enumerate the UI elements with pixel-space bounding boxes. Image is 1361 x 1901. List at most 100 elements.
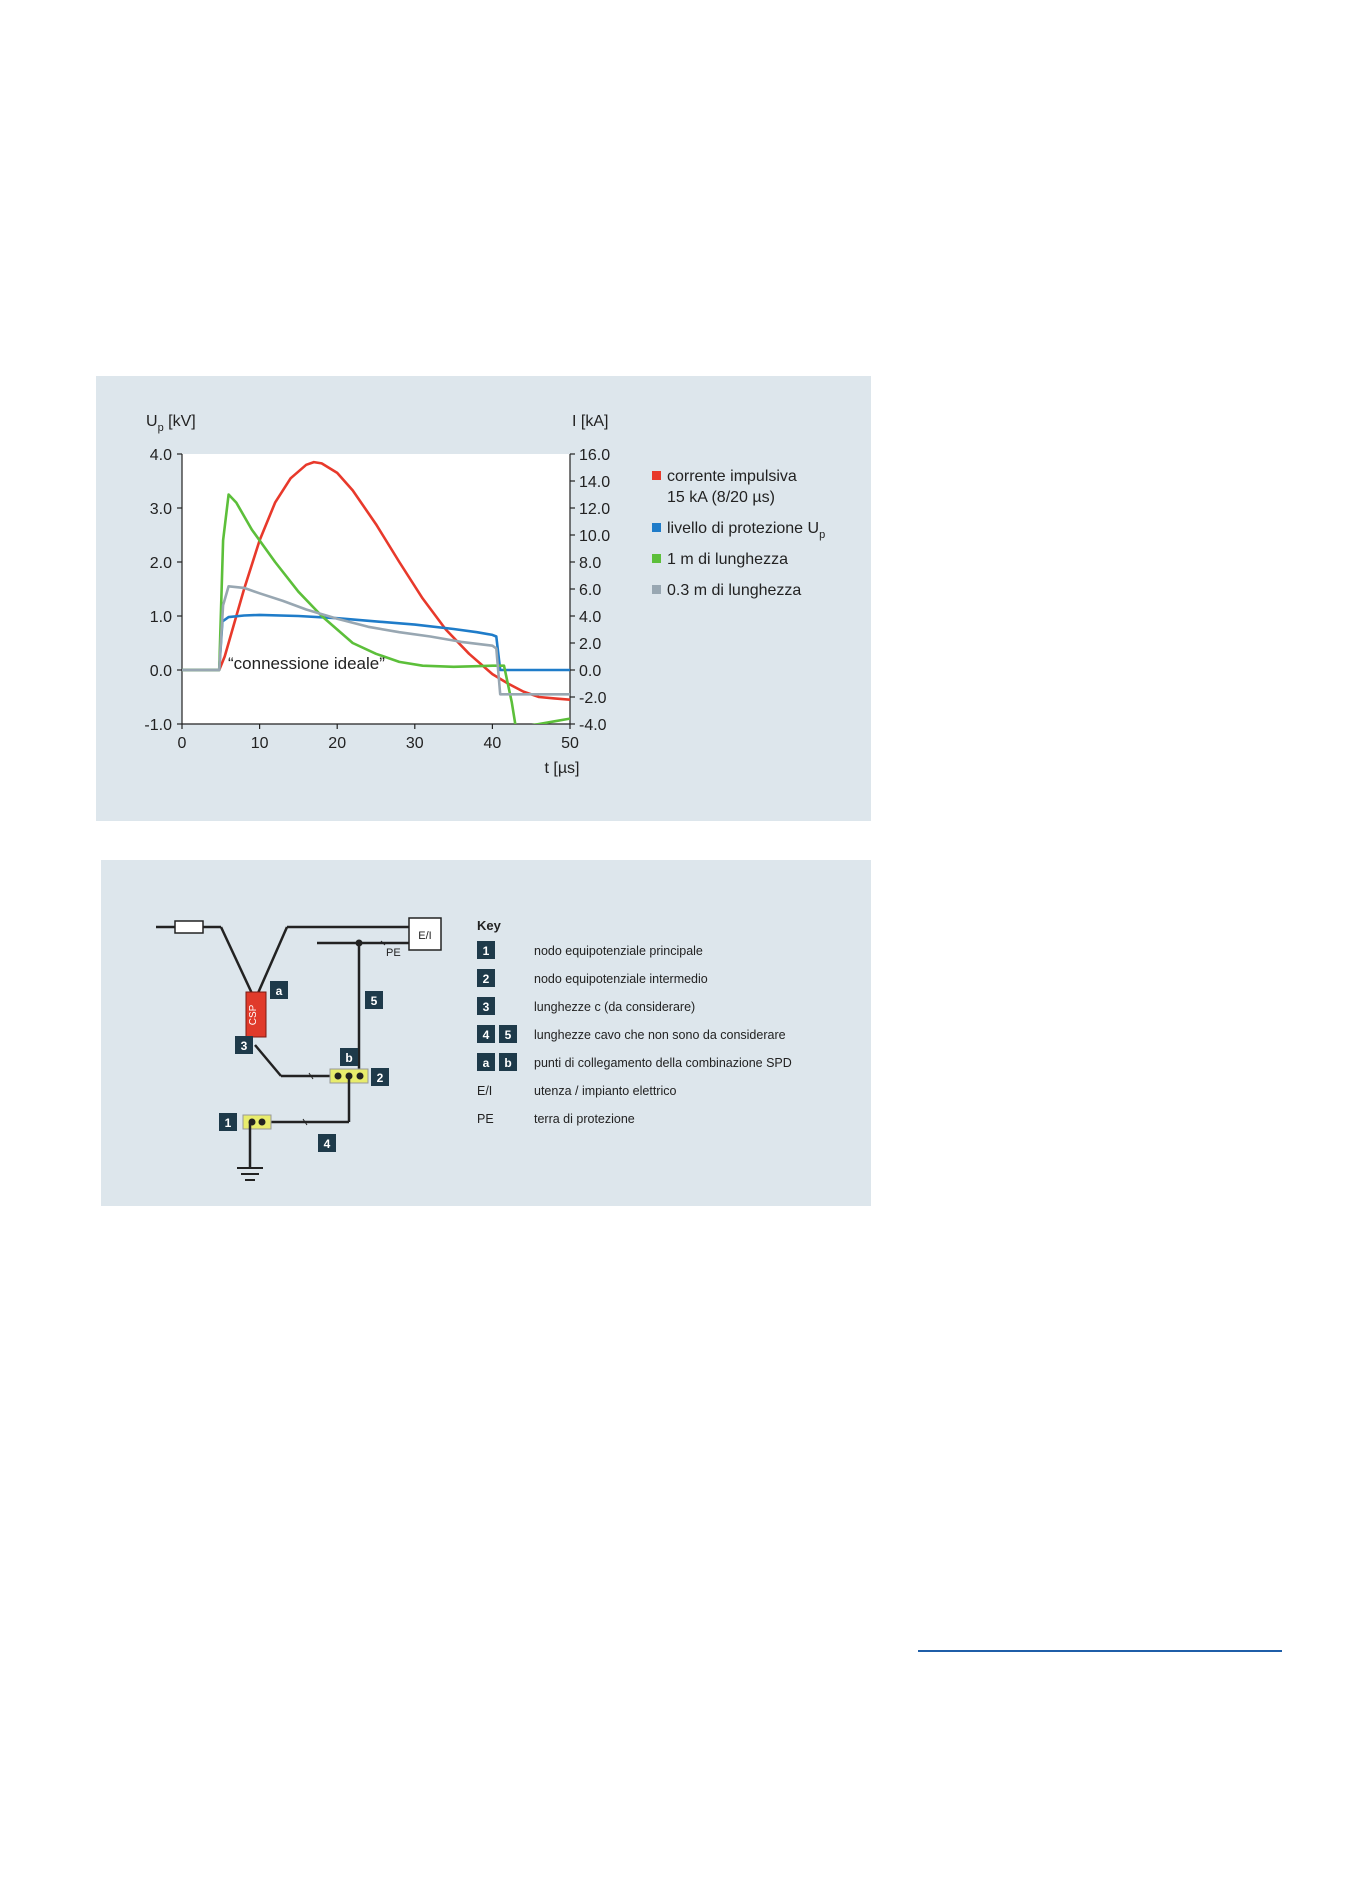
spd-text: CSP <box>248 1004 259 1025</box>
key-badge-text: b <box>504 1056 511 1070</box>
svg-text:2: 2 <box>377 1071 384 1085</box>
diagram-panel: E/I PE CSP a 3 5 b 2 <box>101 860 871 1206</box>
series-line-3 <box>182 493 570 724</box>
legend-swatch <box>652 585 661 594</box>
legend-swatch <box>652 523 661 532</box>
x-tick-label: 30 <box>406 735 424 752</box>
svg-text:5: 5 <box>371 994 378 1008</box>
wiring-diagram: E/I PE CSP a 3 5 b 2 <box>156 917 792 1181</box>
key-badge-text: a <box>483 1056 490 1070</box>
pe-label: PE <box>386 947 401 959</box>
legend-label: 0.3 m di lunghezza <box>667 582 801 599</box>
badge-2: 2 <box>371 1068 389 1086</box>
wire-to-spd <box>253 926 289 1001</box>
y-right-tick-label: 8.0 <box>579 555 601 572</box>
y-right-tick-label: 10.0 <box>579 528 610 545</box>
node-dot <box>258 1118 266 1126</box>
y-right-tick-label: 2.0 <box>579 636 601 653</box>
svg-text:b: b <box>345 1051 352 1065</box>
legend-label: 15 kA (8/20 µs) <box>667 489 775 506</box>
svg-text:a: a <box>276 984 283 998</box>
key-badge <box>477 1025 495 1043</box>
impulse-chart: 0 10 20 30 40 50 -1.0 0.0 1.0 2.0 3.0 4.0 -4.0 -2.0 0.… <box>144 413 825 777</box>
chart-panel: 0 10 20 30 40 50 -1.0 0.0 1.0 2.0 3.0 4.0 -4.0 -2.0 0.… <box>96 376 871 821</box>
cable-3 <box>254 1044 282 1077</box>
y-left-tick-label: 0.0 <box>150 663 172 680</box>
badge-4: 4 <box>318 1134 336 1152</box>
y-right-tick-label: -4.0 <box>579 717 607 734</box>
y-left-tick-label: 2.0 <box>150 555 172 572</box>
key-description: nodo equipotenziale principale <box>534 944 703 958</box>
svg-text:1: 1 <box>225 1116 232 1130</box>
fuse-icon <box>174 920 204 934</box>
legend-label: livello di protezione Up <box>667 520 825 541</box>
cable-tick-icon <box>302 1118 308 1126</box>
y-right-tick-label: 4.0 <box>579 609 601 626</box>
svg-text:4: 4 <box>324 1137 331 1151</box>
legend-label: 1 m di lunghezza <box>667 551 788 568</box>
y-right-tick-label: -2.0 <box>579 690 607 707</box>
key-badge-text: 2 <box>483 972 490 986</box>
key-description: lunghezze c (da considerare) <box>534 1000 695 1014</box>
key-title: Key <box>477 918 502 933</box>
key-description: punti di collegamento della combinazione… <box>534 1056 792 1070</box>
key-badge <box>477 969 495 987</box>
y-right-tick-label: 16.0 <box>579 447 610 464</box>
y-right-tick-label: 0.0 <box>579 663 601 680</box>
badge-3: 3 <box>235 1036 253 1054</box>
spd-icon <box>245 991 267 1038</box>
key-badge <box>477 941 495 959</box>
cable-tick-icon <box>308 1072 314 1080</box>
x-tick-label: 40 <box>484 735 502 752</box>
annotation-ideal-connection: “connessione ideale” <box>228 654 385 673</box>
y-left-tick-label: 1.0 <box>150 609 172 626</box>
key-abbrev: E/I <box>477 1084 492 1098</box>
y-right-tick-label: 6.0 <box>579 582 601 599</box>
series-line-1 <box>182 460 570 701</box>
y-left-tick-label: 4.0 <box>150 447 172 464</box>
x-tick-label: 10 <box>251 735 269 752</box>
earth-ground-icon <box>237 1167 263 1181</box>
key-badge <box>477 1053 495 1071</box>
key-badge <box>499 1025 517 1043</box>
key-description: nodo equipotenziale intermedio <box>534 972 708 986</box>
y-left-tick-label: 3.0 <box>150 501 172 518</box>
badge-5: 5 <box>365 991 383 1009</box>
key-abbrev: PE <box>477 1112 494 1126</box>
ei-box <box>408 917 442 951</box>
legend-label: corrente impulsiva <box>667 468 797 485</box>
legend-swatch <box>652 471 661 480</box>
y-right-tick-label: 14.0 <box>579 474 610 491</box>
node-dot <box>334 1072 342 1080</box>
badge-a: a <box>270 981 288 999</box>
series-line-4 <box>182 585 570 696</box>
pe-tick-icon <box>380 940 386 946</box>
x-tick-label: 50 <box>561 735 579 752</box>
key-badge <box>499 1053 517 1071</box>
key-badge-text: 4 <box>483 1028 490 1042</box>
badge-b: b <box>340 1048 358 1066</box>
x-tick-label: 0 <box>178 735 187 752</box>
footnote-rule <box>918 1650 1282 1652</box>
key-badge <box>477 997 495 1015</box>
plot-area <box>182 454 570 724</box>
key-badge-text: 3 <box>483 1000 490 1014</box>
key-list: 1 nodo equipotenziale principale 2 nodo equ… <box>477 941 792 1126</box>
svg-text:3: 3 <box>241 1039 248 1053</box>
series-line-2 <box>182 613 570 672</box>
x-tick-label: 20 <box>328 735 346 752</box>
y-right-tick-label: 12.0 <box>579 501 610 518</box>
y-left-label: Up [kV] <box>146 413 196 434</box>
badge-1: 1 <box>219 1113 237 1131</box>
node-1-bar <box>242 1114 272 1130</box>
key-description: utenza / impianto elettrico <box>534 1084 676 1098</box>
y-right-label: I [kA] <box>572 413 608 430</box>
node-dot <box>356 1072 364 1080</box>
x-axis-label: t [µs] <box>545 760 580 777</box>
ei-box-label: E/I <box>418 930 431 942</box>
key-description: terra di protezione <box>534 1112 635 1126</box>
key-badge-text: 5 <box>505 1028 512 1042</box>
wire-to-spd <box>219 926 257 1001</box>
legend-swatch <box>652 554 661 563</box>
key-description: lunghezze cavo che non sono da considera… <box>534 1028 786 1042</box>
